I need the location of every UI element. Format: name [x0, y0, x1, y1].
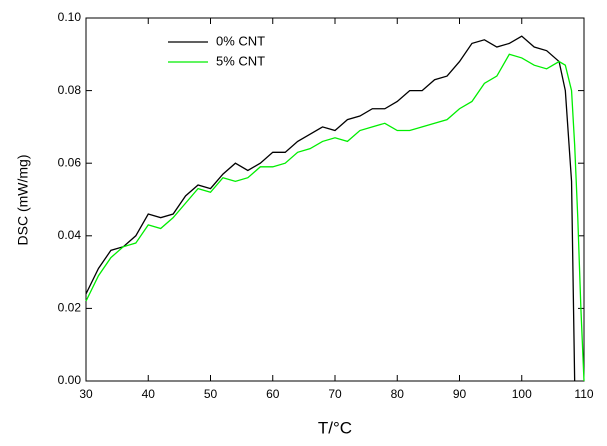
x-tick-label: 40 — [142, 387, 156, 401]
x-tick-label: 90 — [453, 387, 467, 401]
y-axis-label: DSC (mW/mg) — [15, 155, 31, 246]
x-tick-label: 110 — [574, 387, 593, 401]
y-tick-label: 0.02 — [58, 301, 82, 315]
x-tick-label: 100 — [512, 387, 532, 401]
x-tick-label: 50 — [204, 387, 218, 401]
plot-frame — [85, 17, 585, 382]
x-axis-label: T/°C — [318, 418, 352, 437]
y-tick-label: 0.00 — [58, 373, 82, 387]
data-line — [85, 35, 576, 382]
legend-label: 5% CNT — [216, 53, 265, 68]
data-line — [85, 53, 585, 382]
y-tick-label: 0.10 — [58, 10, 82, 24]
x-tick-label: 60 — [266, 387, 280, 401]
x-tick-label: 80 — [391, 387, 405, 401]
y-tick-label: 0.06 — [58, 155, 82, 169]
legend-label: 0% CNT — [216, 33, 265, 48]
x-tick-label: 70 — [328, 387, 342, 401]
y-tick-label: 0.08 — [58, 83, 82, 97]
x-tick-label: 30 — [79, 387, 93, 401]
y-tick-label: 0.04 — [58, 228, 82, 242]
